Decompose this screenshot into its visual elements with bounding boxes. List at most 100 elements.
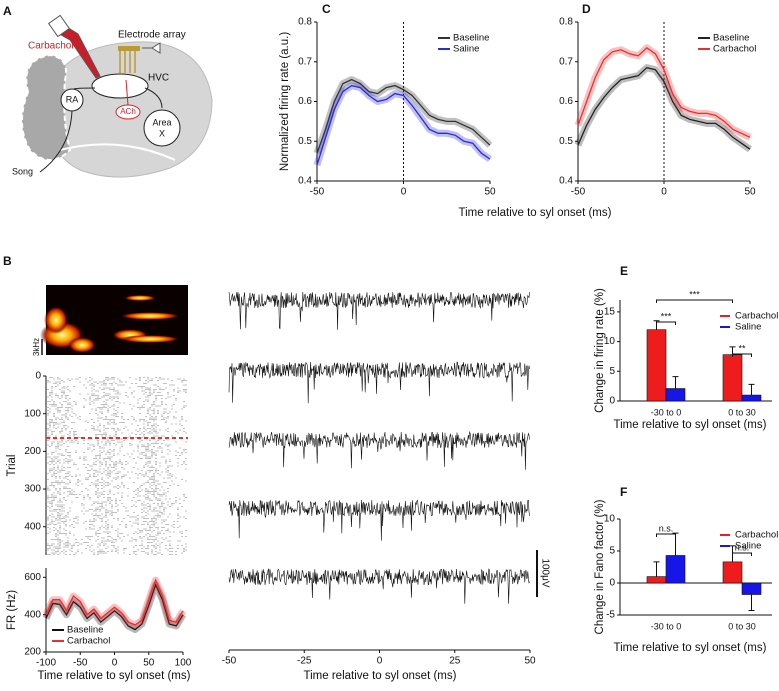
significance-label: n.s. [659,523,674,533]
x-tick-label: 50 [484,187,496,198]
spectrogram-energy [68,337,96,353]
legend-label: Baseline [713,33,749,44]
arrow [144,87,163,109]
significance-label: ** [738,343,746,353]
y-tick-label: 0.6 [559,96,573,107]
x-tick-label: 0 [401,187,407,198]
legend-label: Carbachol [713,44,756,55]
bar [646,576,667,584]
y-tick-label: 0 [609,396,615,407]
x-tick-label: 50 [744,187,756,198]
arrow [39,110,73,173]
spectrogram-energy [124,295,156,301]
significance-bracket [656,299,733,303]
amplifier [142,42,161,54]
label: Area [152,117,171,127]
error-bar [748,594,755,612]
y-tick-label: 200 [24,446,41,457]
syringe-body [47,14,71,38]
panel-label: B [3,254,12,268]
panel-label: F [620,485,627,499]
x-tick-label: -50 [222,656,237,667]
significance-bracket [656,533,676,537]
x-axis-label: Time relative to syl onset (ms) [614,642,767,654]
significance-label: *** [689,289,700,299]
x-axis-label: Time relative to syl onset (ms) [38,670,191,682]
y-axis-label: FR (Hz) [6,590,18,630]
y-tick-label: 0.8 [298,17,312,28]
significance-bracket [732,552,752,556]
panel-label: D [582,2,591,16]
y-axis-label: Normalized firing rate (a.u.) [279,32,291,171]
significance-label: *** [661,311,672,321]
legend-label: Saline [453,44,479,55]
legend-label: Baseline [67,625,103,636]
voltage-trace [228,430,530,470]
y-tick-label: 10 [604,336,616,347]
x-tick-label: 100 [175,658,192,669]
scale-label: 3kHz [32,338,41,356]
label: X [159,128,165,138]
x-axis-label: Time relative to syl onset (ms) [304,670,457,682]
y-tick-label: 0.5 [559,136,573,147]
bar [665,388,686,402]
y-tick-label: 600 [24,572,41,583]
y-tick-label: 300 [24,484,41,495]
area-x [143,109,181,147]
bar [722,561,743,584]
charts: C Time relative to syl onset (ms) Normaliz… [3,2,778,682]
error-bar [672,376,679,389]
cerebellum [21,53,72,161]
x-axis-label: Time relative to syl onset (ms) [614,419,767,431]
electrodes [118,46,140,51]
y-tick-label: 200 [24,647,41,658]
x-tick-label: -50 [571,187,586,198]
x-tick-label: 0 [661,187,667,198]
y-tick-label: 100 [24,408,41,419]
voltage-trace [228,499,530,541]
x-tick-label: 0 to 30 [728,407,756,417]
voltage-trace [228,361,530,404]
x-axis-label: Time relative to syl onset (ms) [459,207,612,219]
x-tick-label: 0 [112,658,118,669]
y-tick-label: 5 [609,546,615,557]
series-line [316,78,491,154]
error-bar [653,561,660,577]
legend-label: Saline [735,541,761,552]
arrow [73,87,96,90]
bar [646,329,667,402]
series-line [577,46,751,138]
voltage-trace [228,568,530,604]
label: Song [12,166,33,176]
voltage-trace [228,291,530,330]
series-line [577,66,751,150]
y-tick-label: 0.7 [298,56,312,67]
bar [741,394,762,402]
series-line [316,84,491,166]
spectrogram-energy [120,312,180,320]
y-axis-label: Change in Fano factor (%) [594,499,606,634]
label: HVC [148,73,169,84]
panel-label: A [3,4,12,18]
series-line [45,578,184,626]
legend-label: Saline [735,322,761,333]
x-tick-label: -30 to 0 [651,621,682,631]
scale-label: 100μV [539,558,550,587]
legend-label: Carbachol [735,311,778,322]
bar [741,582,762,595]
x-tick-label: 0 [377,656,383,667]
x-tick-label: 0 to 30 [728,621,756,631]
panel-a: A Electrode array Carbachol HVC RA ACh A… [3,4,213,178]
arrow [125,79,129,106]
y-tick-label: 0.4 [298,176,312,187]
error-bar [729,346,736,355]
y-tick-label: 10 [604,514,616,525]
y-tick-label: 0.5 [298,136,312,147]
series-line [45,583,184,631]
error-bar [748,383,755,396]
panel-label: E [620,264,628,278]
y-tick-label: 0.7 [559,56,573,67]
y-tick-label: -5 [606,610,615,621]
y-tick-label: 15 [604,307,616,318]
bar [722,354,743,402]
